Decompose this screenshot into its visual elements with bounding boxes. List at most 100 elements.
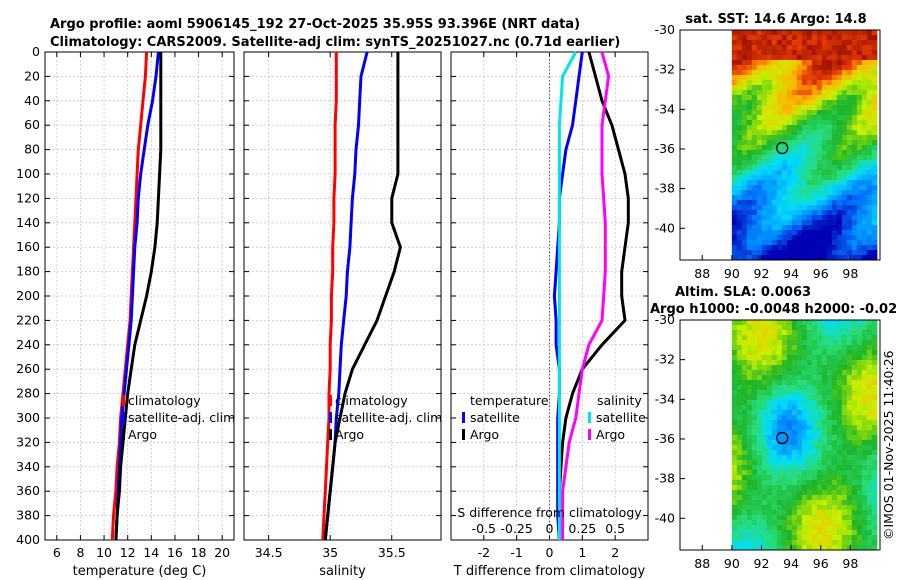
- map-cell: [851, 535, 858, 541]
- map-cell: [761, 420, 768, 426]
- map-cell: [786, 425, 793, 431]
- map-cell: [821, 30, 828, 36]
- map-cell: [771, 435, 778, 441]
- map-cell: [831, 505, 838, 511]
- y-tick-label: 260: [16, 361, 40, 376]
- map-cell: [791, 475, 798, 481]
- map-cell: [826, 370, 833, 376]
- map-cell: [826, 195, 833, 201]
- map-cell: [816, 505, 823, 511]
- map-cell: [761, 40, 768, 46]
- map-cell: [831, 395, 838, 401]
- map-cell: [821, 535, 828, 541]
- map-cell: [821, 205, 828, 211]
- map-cell: [841, 225, 848, 231]
- map-cell: [861, 375, 868, 381]
- map-cell: [786, 365, 793, 371]
- map-cell: [736, 60, 743, 66]
- map-cell: [736, 350, 743, 356]
- map-cell: [821, 70, 828, 76]
- map-cell: [811, 30, 818, 36]
- map-cell: [856, 475, 863, 481]
- map-cell: [746, 535, 753, 541]
- map-cell: [816, 370, 823, 376]
- map-cell: [806, 435, 813, 441]
- y-tick-label: 120: [16, 190, 40, 205]
- map-cell: [731, 90, 738, 96]
- map-cell: [761, 250, 768, 256]
- map-cell: [791, 445, 798, 451]
- map-cell: [846, 415, 853, 421]
- map-cell: [746, 480, 753, 486]
- map-cell: [841, 220, 848, 226]
- map-cell: [786, 340, 793, 346]
- map-cell: [861, 425, 868, 431]
- map-cell: [731, 205, 738, 211]
- map-cell: [851, 235, 858, 241]
- map-cell: [866, 365, 873, 371]
- map-cell: [841, 140, 848, 146]
- map-cell: [731, 55, 738, 61]
- map-cell: [861, 320, 868, 326]
- map-cell: [736, 490, 743, 496]
- map-cell: [846, 80, 853, 86]
- map-cell: [831, 370, 838, 376]
- map-cell: [791, 340, 798, 346]
- map-cell: [841, 110, 848, 116]
- map-cell: [821, 460, 828, 466]
- map-cell: [786, 455, 793, 461]
- map-cell: [786, 520, 793, 526]
- map-cell: [801, 480, 808, 486]
- map-cell: [746, 490, 753, 496]
- map-cell: [801, 90, 808, 96]
- map-cell: [766, 120, 773, 126]
- map-cell: [801, 445, 808, 451]
- map-cell: [746, 395, 753, 401]
- map-cell: [791, 410, 798, 416]
- map-cell: [736, 420, 743, 426]
- map-cell: [731, 100, 738, 106]
- map-cell: [811, 515, 818, 521]
- map-cell: [791, 55, 798, 61]
- map-cell: [756, 450, 763, 456]
- map-cell: [856, 250, 863, 256]
- legend-title-salinity: salinity: [597, 393, 642, 408]
- x-axis-label: temperature (deg C): [73, 564, 207, 579]
- map-cell: [791, 370, 798, 376]
- map-cell: [751, 140, 758, 146]
- map-cell: [846, 105, 853, 111]
- map-cell: [816, 530, 823, 536]
- map-cell: [776, 370, 783, 376]
- map-cell: [866, 390, 873, 396]
- map-cell: [861, 110, 868, 116]
- map-cell: [861, 80, 868, 86]
- map-cell: [761, 385, 768, 391]
- map-cell: [841, 95, 848, 101]
- map-cell: [846, 140, 853, 146]
- map-cell: [811, 435, 818, 441]
- map-cell: [871, 375, 878, 381]
- map-cell: [806, 520, 813, 526]
- map-cell: [731, 475, 738, 481]
- map-cell: [861, 445, 868, 451]
- map-cell: [786, 165, 793, 171]
- map-cell: [801, 520, 808, 526]
- map-cell: [796, 135, 803, 141]
- map-cell: [846, 510, 853, 516]
- map-cell: [801, 85, 808, 91]
- map-raster-sst: [731, 30, 878, 261]
- map-cell: [776, 475, 783, 481]
- map-cell: [736, 220, 743, 226]
- map-cell: [766, 130, 773, 136]
- map-cell: [771, 135, 778, 141]
- map-cell: [786, 235, 793, 241]
- map-cell: [741, 50, 748, 56]
- map-cell: [776, 320, 783, 326]
- map-cell: [821, 200, 828, 206]
- map-cell: [826, 375, 833, 381]
- map-cell: [751, 520, 758, 526]
- map-cell: [826, 185, 833, 191]
- map-cell: [786, 195, 793, 201]
- y-tick-label: 60: [24, 117, 40, 132]
